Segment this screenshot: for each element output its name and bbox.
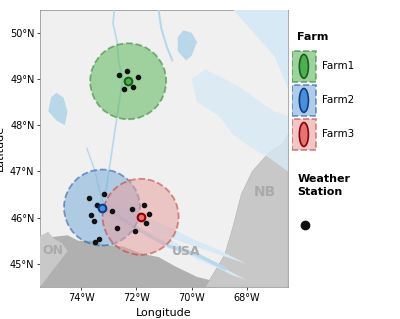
Polygon shape: [48, 93, 68, 125]
Circle shape: [299, 88, 308, 112]
Circle shape: [299, 55, 308, 78]
X-axis label: Longitude: Longitude: [136, 308, 192, 318]
Text: Farm: Farm: [297, 32, 329, 42]
Text: Farm1: Farm1: [322, 61, 354, 71]
Circle shape: [299, 122, 308, 146]
Text: NB: NB: [254, 185, 276, 199]
Text: Farm2: Farm2: [322, 95, 354, 105]
Text: Farm3: Farm3: [322, 130, 354, 139]
Polygon shape: [95, 200, 247, 280]
Polygon shape: [178, 10, 288, 88]
Polygon shape: [40, 232, 68, 287]
Text: USA: USA: [172, 245, 200, 258]
Y-axis label: Latitude: Latitude: [0, 125, 4, 171]
Polygon shape: [40, 235, 288, 287]
Polygon shape: [178, 30, 197, 60]
Ellipse shape: [64, 169, 140, 246]
FancyBboxPatch shape: [292, 85, 316, 116]
Polygon shape: [192, 70, 288, 171]
Polygon shape: [205, 134, 288, 287]
Ellipse shape: [90, 43, 166, 119]
Text: Weather
Station: Weather Station: [297, 174, 350, 197]
Polygon shape: [40, 10, 288, 287]
Text: ON: ON: [42, 244, 63, 257]
Ellipse shape: [102, 179, 178, 255]
FancyBboxPatch shape: [292, 119, 316, 150]
FancyBboxPatch shape: [292, 51, 316, 82]
